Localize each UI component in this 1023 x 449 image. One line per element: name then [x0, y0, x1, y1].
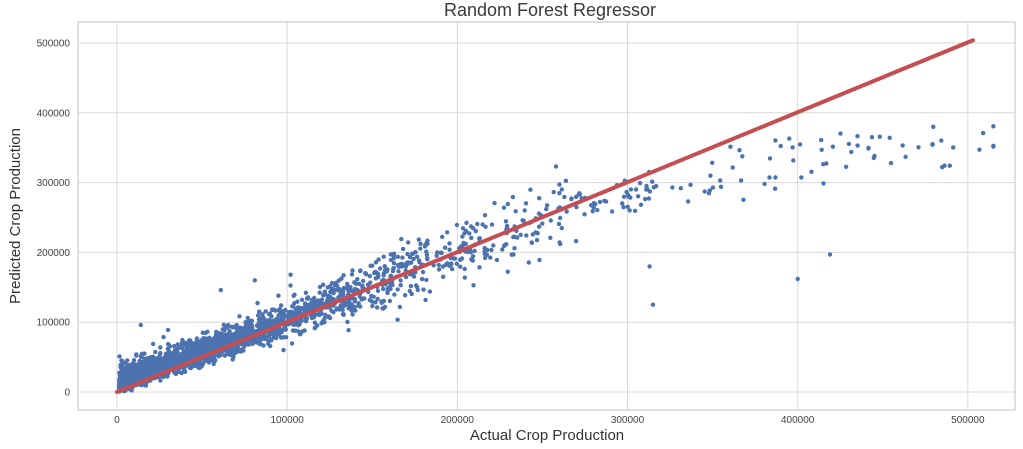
y-axis-label: Predicted Crop Production — [7, 128, 24, 304]
scatter-points-layer — [116, 124, 996, 394]
y-tick-label: 100000 — [37, 318, 71, 329]
identity-line — [114, 38, 975, 394]
x-tick-label: 100000 — [270, 415, 304, 426]
x-tick-label: 300000 — [611, 415, 645, 426]
y-tick-label: 0 — [64, 387, 70, 398]
tick-labels-layer: 0 100000 200000 300000 400000 500000 0 100000 20… — [37, 39, 985, 426]
y-tick-label: 500000 — [37, 39, 71, 50]
y-tick-label: 300000 — [37, 178, 71, 189]
x-tick-label: 400000 — [781, 415, 815, 426]
plot-border — [77, 21, 1016, 411]
grid-layer — [77, 21, 1016, 411]
x-tick-label: 200000 — [441, 415, 475, 426]
x-axis-label: Actual Crop Production — [470, 427, 624, 444]
x-tick-label: 500000 — [951, 415, 985, 426]
x-tick-label: 0 — [114, 415, 120, 426]
chart-title: Random Forest Regressor — [444, 0, 656, 20]
regression-line-layer — [114, 38, 975, 394]
y-tick-label: 200000 — [37, 248, 71, 259]
y-tick-label: 400000 — [37, 108, 71, 119]
